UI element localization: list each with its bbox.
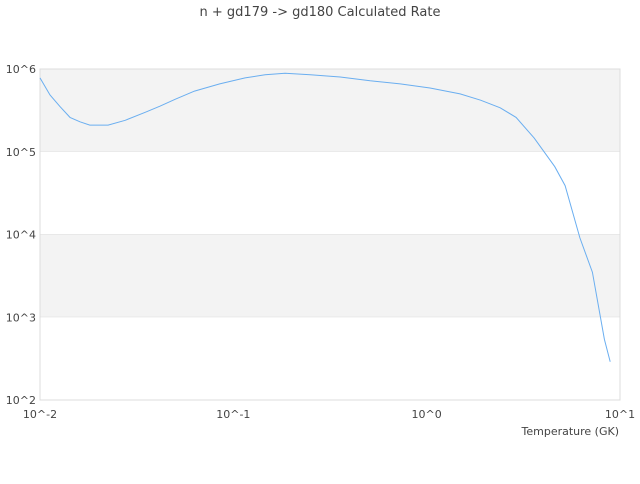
plot-band	[40, 69, 620, 152]
x-tick-label: 10^0	[412, 408, 442, 421]
plot-band	[40, 151, 620, 235]
x-tick-label: 10^-2	[23, 408, 57, 421]
x-axis-label: Temperature (GK)	[521, 425, 620, 438]
y-tick-label: 10^4	[6, 229, 36, 242]
y-axis-ticks: 10^2 10^3 10^4 10^5 10^6	[6, 63, 36, 407]
plot-border	[39, 68, 621, 401]
y-tick-label: 10^3	[6, 311, 36, 324]
series-line	[39, 72, 611, 362]
x-tick-label: 10^-1	[216, 408, 250, 421]
y-tick-label: 10^6	[6, 63, 36, 76]
plot-bands	[40, 69, 620, 401]
plot-band	[40, 317, 620, 400]
plot-band	[40, 234, 620, 318]
y-tick-label: 10^5	[6, 146, 36, 159]
chart-title: n + gd179 -> gd180 Calculated Rate	[200, 5, 441, 20]
x-tick-label: 10^1	[605, 408, 635, 421]
y-tick-label: 10^2	[6, 394, 36, 407]
x-axis-ticks: 10^-2 10^-1 10^0 10^1	[23, 408, 635, 421]
